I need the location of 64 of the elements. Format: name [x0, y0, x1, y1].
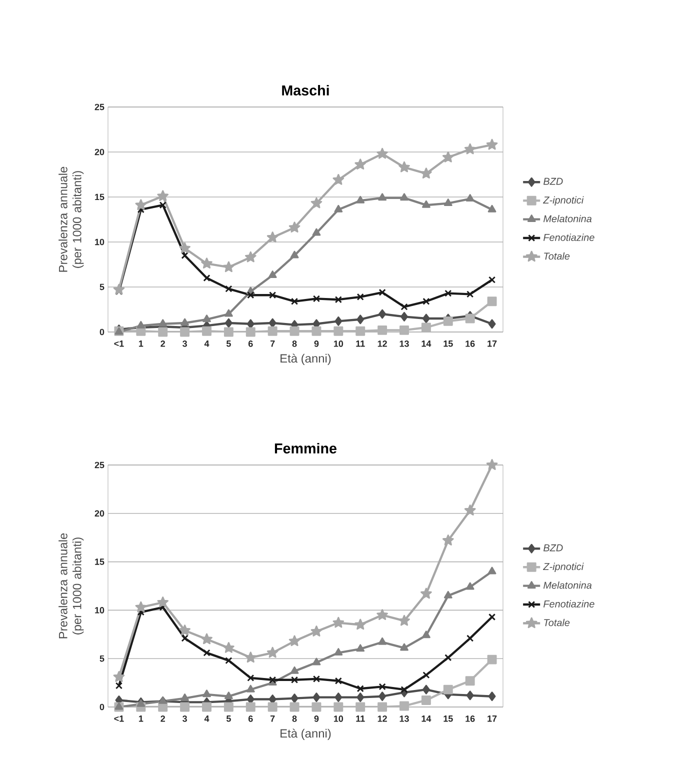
y-tick-label: 15 — [95, 558, 104, 565]
y-tick-label: 0 — [100, 328, 104, 336]
x-tick-label: 7 — [270, 340, 275, 347]
legend-label: Totale — [544, 252, 570, 260]
x-tick-label: 5 — [226, 340, 231, 347]
x-tick-label: 1 — [138, 340, 144, 347]
x-axis-title: Età (anni) — [280, 354, 331, 365]
x-tick-label: 17 — [488, 340, 497, 347]
y-tick-label: 0 — [100, 704, 104, 710]
legend-label: Z-ipnotici — [542, 562, 584, 572]
x-tick-label: 2 — [160, 340, 165, 347]
x-tick-label: 7 — [270, 716, 275, 722]
x-tick-label: 13 — [400, 340, 409, 347]
x-tick-label: 16 — [466, 340, 475, 347]
x-tick-label: 4 — [204, 340, 210, 347]
y-tick-label: 15 — [95, 194, 104, 200]
x-tick-label: 17 — [488, 716, 497, 722]
legend-label: Z-ipnotici — [542, 196, 584, 206]
x-axis-title: Età (anni) — [280, 728, 331, 740]
x-tick-label: 3 — [182, 340, 187, 347]
x-tick-label: 5 — [226, 716, 231, 722]
y-axis-title: Prevalenza annuale (per 1000 abitanti) — [58, 533, 84, 638]
x-tick-label: 2 — [160, 716, 165, 722]
x-tick-label: 14 — [422, 340, 432, 347]
x-tick-label: 10 — [334, 716, 344, 722]
x-tick-label: 13 — [400, 716, 409, 722]
chart-title: Femmine — [274, 442, 336, 454]
x-tick-label: 9 — [314, 340, 319, 347]
legend-label: BZD — [543, 544, 563, 552]
x-tick-label: 6 — [248, 340, 253, 347]
chart-title: Maschi — [282, 84, 329, 96]
x-tick-label: <1 — [114, 716, 124, 722]
y-tick-label: 20 — [94, 148, 104, 156]
legend-label: Totale — [544, 618, 570, 626]
legend-label: Fenotiazine — [543, 600, 594, 608]
x-tick-label: 4 — [204, 716, 210, 722]
x-tick-label: 15 — [444, 340, 453, 347]
y-tick-label: 10 — [95, 238, 104, 246]
y-tick-label: 5 — [100, 284, 104, 290]
y-tick-label: 25 — [94, 104, 104, 110]
x-tick-label: 10 — [334, 340, 344, 347]
x-tick-label: 3 — [182, 716, 187, 722]
x-tick-label: 12 — [378, 340, 387, 347]
x-tick-label: 14 — [422, 716, 432, 722]
legend-label: Melatonina — [543, 581, 592, 589]
x-tick-label: <1 — [114, 340, 124, 347]
legend-label: BZD — [543, 178, 563, 185]
x-tick-label: 1 — [138, 716, 144, 722]
y-tick-label: 5 — [100, 655, 104, 662]
x-tick-label: 8 — [292, 340, 297, 347]
y-axis-title: Prevalenza annuale (per 1000 abitanti) — [58, 166, 84, 272]
x-tick-label: 11 — [356, 340, 365, 347]
x-tick-label: 6 — [248, 716, 253, 722]
legend-label: Fenotiazine — [543, 234, 594, 241]
legend-label: Melatonina — [543, 214, 592, 222]
x-tick-label: 12 — [378, 716, 387, 722]
y-tick-label: 10 — [95, 607, 104, 614]
x-tick-label: 9 — [314, 716, 319, 722]
x-tick-label: 16 — [466, 716, 475, 722]
y-tick-label: 20 — [94, 510, 104, 517]
x-tick-label: 11 — [356, 716, 365, 722]
y-tick-label: 25 — [94, 462, 104, 468]
x-tick-label: 8 — [292, 716, 297, 722]
x-tick-label: 15 — [444, 716, 453, 722]
